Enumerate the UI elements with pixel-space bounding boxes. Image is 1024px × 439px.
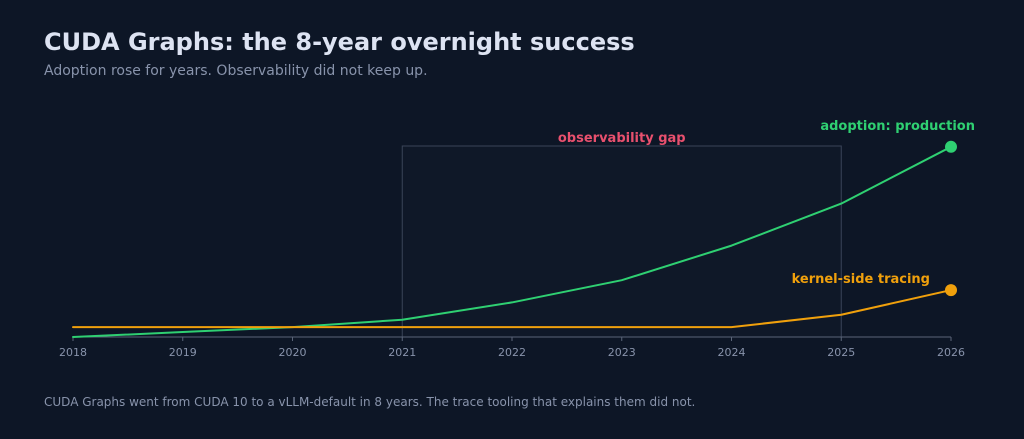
x-tick-label-2024: 2024: [718, 346, 746, 359]
series-layer: [72, 140, 957, 338]
series-label-kernel-side-tracing: kernel-side tracing: [792, 272, 930, 287]
series-label-adoption-production: adoption: production: [820, 119, 975, 134]
series-line-adoption-production: [72, 145, 952, 338]
chart-subtitle: Adoption rose for years. Observability d…: [44, 63, 428, 79]
x-axis: 2018 2019 2020 2021 2022 2023 2024 2025 2026: [59, 336, 965, 359]
x-tick-label-2021: 2021: [388, 346, 416, 359]
x-tick-label-2025: 2025: [827, 346, 855, 359]
x-tick-label-2018: 2018: [59, 346, 87, 359]
label-layer: observability gap adoption: production ker…: [558, 119, 975, 287]
x-tick-label-2023: 2023: [608, 346, 636, 359]
x-tick-label-2019: 2019: [169, 346, 197, 359]
series-point-kernel-side-tracing-2026: [945, 284, 957, 297]
x-tick-label-2020: 2020: [279, 346, 307, 359]
chart-title: CUDA Graphs: the 8-year overnight succes…: [44, 28, 635, 56]
series-point-adoption-production-2026: [945, 140, 957, 153]
x-tick-label-2026: 2026: [937, 346, 965, 359]
observability-gap-label: observability gap: [558, 131, 686, 146]
x-tick-label-2022: 2022: [498, 346, 526, 359]
chart-footnote: CUDA Graphs went from CUDA 10 to a vLLM-…: [44, 395, 696, 409]
series-line-kernel-side-tracing: [72, 289, 952, 329]
